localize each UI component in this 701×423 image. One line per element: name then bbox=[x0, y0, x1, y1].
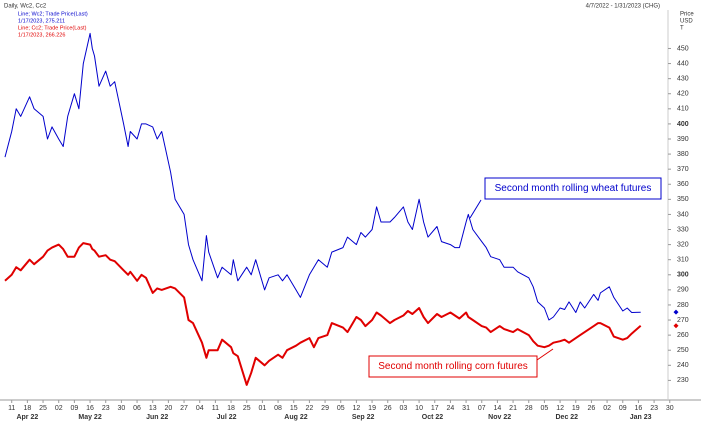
x-tick-label: 19 bbox=[572, 405, 580, 412]
x-tick-label: 16 bbox=[86, 405, 94, 412]
x-tick-label: 16 bbox=[635, 405, 643, 412]
y-tick-label: 310 bbox=[677, 257, 689, 264]
x-tick-label: 09 bbox=[619, 405, 627, 412]
y-tick-label: 360 bbox=[677, 181, 689, 188]
y-tick-label: 400 bbox=[677, 121, 689, 128]
x-tick-label: 03 bbox=[400, 405, 408, 412]
y-tick-label: 430 bbox=[677, 75, 689, 82]
y-axis-label: USD bbox=[680, 19, 693, 25]
x-tick-label: 17 bbox=[431, 405, 439, 412]
x-tick-label: 08 bbox=[274, 405, 282, 412]
x-tick-label: 01 bbox=[259, 405, 267, 412]
x-tick-label: 12 bbox=[353, 405, 361, 412]
date-range: 4/7/2022 - 1/31/2023 (CHG) bbox=[586, 4, 660, 10]
x-tick-label: 26 bbox=[588, 405, 596, 412]
y-tick-label: 290 bbox=[677, 287, 689, 294]
x-tick-label: 28 bbox=[525, 405, 533, 412]
x-tick-label: 24 bbox=[447, 405, 455, 412]
legend-label: Line; Wc2; Trade Price(Last) bbox=[18, 11, 88, 17]
x-tick-label: 20 bbox=[164, 405, 172, 412]
x-tick-label: 09 bbox=[70, 405, 78, 412]
x-tick-label: 25 bbox=[243, 405, 251, 412]
annotation-pointer bbox=[536, 348, 554, 361]
legend-note: 1/17/2023, 266.226 bbox=[18, 32, 65, 38]
x-tick-label: 22 bbox=[306, 405, 314, 412]
x-tick-label: 12 bbox=[556, 405, 564, 412]
month-label: Aug 22 bbox=[284, 414, 307, 421]
y-tick-label: 410 bbox=[677, 106, 689, 113]
month-label: Nov 22 bbox=[488, 414, 511, 421]
x-tick-label: 11 bbox=[212, 405, 219, 412]
y-tick-label: 350 bbox=[677, 196, 689, 203]
month-label: May 22 bbox=[78, 414, 101, 421]
series-line bbox=[4, 242, 642, 386]
series-line bbox=[4, 32, 641, 321]
annotation-box bbox=[484, 177, 662, 200]
x-tick-label: 05 bbox=[541, 405, 549, 412]
month-label: Jan 23 bbox=[630, 414, 652, 421]
y-tick-label: 240 bbox=[677, 362, 689, 369]
legend-note: 1/17/2023, 275.211 bbox=[18, 18, 65, 24]
y-tick-label: 390 bbox=[677, 136, 689, 143]
y-tick-label: 450 bbox=[677, 45, 689, 52]
month-label: Dec 22 bbox=[556, 414, 579, 421]
y-tick-label: 330 bbox=[677, 226, 689, 233]
y-tick-label: 370 bbox=[677, 166, 689, 173]
month-label: Apr 22 bbox=[16, 414, 38, 421]
corn-annotation: Second month rolling corn futures bbox=[368, 348, 554, 378]
y-tick-label: 380 bbox=[677, 151, 689, 158]
y-tick-label: 300 bbox=[677, 272, 689, 279]
x-tick-label: 30 bbox=[117, 405, 125, 412]
annotation-text: Second month rolling corn futures bbox=[378, 361, 528, 372]
chart-title: Daily, Wc2, Cc2 bbox=[4, 4, 47, 10]
annotation-pointer bbox=[469, 199, 482, 219]
annotation-box bbox=[368, 355, 538, 378]
x-tick-label: 27 bbox=[180, 405, 188, 412]
x-tick-label: 02 bbox=[55, 405, 63, 412]
y-tick-label: 420 bbox=[677, 91, 689, 98]
month-label: Sep 22 bbox=[352, 414, 375, 421]
x-tick-label: 07 bbox=[478, 405, 486, 412]
month-label: Oct 22 bbox=[422, 414, 444, 421]
y-axis-label: Price bbox=[680, 12, 694, 18]
x-tick-label: 10 bbox=[415, 405, 423, 412]
x-tick-label: 06 bbox=[133, 405, 141, 412]
x-tick-label: 05 bbox=[337, 405, 345, 412]
month-label: Jul 22 bbox=[217, 414, 237, 421]
y-tick-label: 270 bbox=[677, 317, 689, 324]
y-tick-label: 260 bbox=[677, 332, 689, 339]
annotation-text: Second month rolling wheat futures bbox=[495, 183, 652, 194]
y-tick-label: 320 bbox=[677, 241, 689, 248]
x-tick-label: 18 bbox=[23, 405, 31, 412]
x-tick-label: 19 bbox=[368, 405, 376, 412]
x-tick-label: 15 bbox=[290, 405, 298, 412]
x-tick-label: 23 bbox=[102, 405, 110, 412]
x-tick-label: 26 bbox=[384, 405, 392, 412]
x-tick-label: 13 bbox=[149, 405, 157, 412]
x-tick-label: 30 bbox=[666, 405, 674, 412]
y-axis-label: T bbox=[680, 26, 684, 32]
x-tick-label: 31 bbox=[462, 405, 470, 412]
last-value-marker bbox=[673, 309, 679, 315]
y-tick-label: 250 bbox=[677, 347, 689, 354]
legend-label: Line; Cc2; Trade Price(Last) bbox=[18, 25, 87, 31]
y-tick-label: 340 bbox=[677, 211, 689, 218]
x-tick-label: 11 bbox=[8, 405, 15, 412]
y-tick-label: 440 bbox=[677, 60, 689, 67]
x-tick-label: 25 bbox=[39, 405, 47, 412]
x-tick-label: 18 bbox=[227, 405, 235, 412]
x-tick-label: 04 bbox=[196, 405, 204, 412]
x-tick-label: 02 bbox=[603, 405, 611, 412]
x-tick-label: 14 bbox=[494, 405, 502, 412]
x-tick-label: 23 bbox=[650, 405, 658, 412]
month-label: Jun 22 bbox=[146, 414, 168, 421]
y-tick-label: 230 bbox=[677, 377, 689, 384]
wheat-annotation: Second month rolling wheat futures bbox=[469, 177, 662, 219]
y-tick-label: 280 bbox=[677, 302, 689, 309]
x-tick-label: 21 bbox=[509, 405, 517, 412]
last-value-marker bbox=[673, 323, 679, 329]
x-tick-label: 29 bbox=[321, 405, 329, 412]
